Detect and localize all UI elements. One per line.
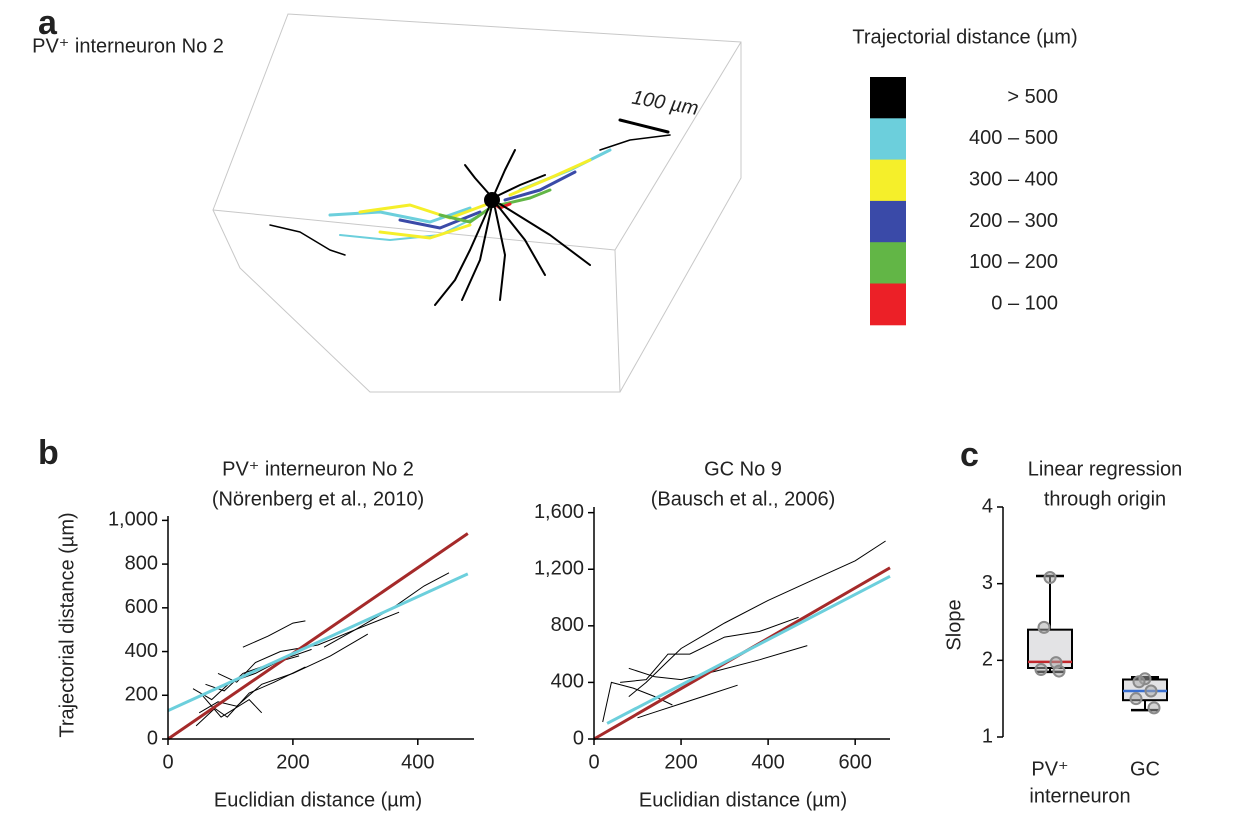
x-tick-label: 0	[162, 751, 173, 773]
regression-line	[167, 572, 469, 712]
legend-swatch	[870, 159, 906, 202]
y-tick-label: 0	[147, 727, 158, 749]
chart-title: (Bausch et al., 2006)	[651, 488, 836, 510]
y-tick-label: 400	[125, 640, 158, 662]
y-axis-label: Slope	[943, 599, 965, 650]
panel-label: b	[38, 434, 59, 472]
trace-line	[242, 620, 306, 648]
y-tick-label: 2	[982, 649, 993, 671]
y-tick-label: 800	[125, 552, 158, 574]
regression-line	[167, 532, 469, 741]
legend-swatch	[870, 77, 906, 119]
chart-title: PV⁺ interneuron No 2	[222, 458, 414, 480]
data-point	[1043, 571, 1057, 585]
data-point	[1144, 684, 1158, 698]
chart-title: Linear regression	[1028, 458, 1183, 480]
trace-line	[198, 633, 369, 714]
panel-label: c	[960, 436, 979, 474]
data-point	[1052, 664, 1066, 678]
x-tick-label: PV⁺	[1031, 758, 1068, 780]
trace-line	[201, 694, 263, 718]
data-point	[1037, 620, 1051, 634]
data-point	[1129, 692, 1143, 706]
y-tick-label: 1,600	[534, 501, 584, 523]
y-tick-label: 4	[982, 495, 993, 517]
y-tick-label: 400	[551, 671, 584, 693]
x-tick-label: 200	[276, 751, 309, 773]
x-tick-label: 600	[838, 751, 871, 773]
legend-swatch	[870, 200, 906, 243]
legend-label: 100 – 200	[969, 251, 1058, 273]
legend-label: > 500	[1007, 86, 1058, 108]
y-tick-label: 800	[551, 614, 584, 636]
x-tick-label: interneuron	[1029, 785, 1130, 807]
y-axis-label: Trajectorial distance (µm)	[56, 512, 78, 737]
trace-line	[620, 616, 799, 683]
chart-title: (Nörenberg et al., 2010)	[212, 488, 424, 510]
neuron-rendering	[212, 13, 742, 393]
data-point	[1132, 675, 1146, 689]
y-tick-label: 1,000	[108, 509, 158, 531]
legend-title: Trajectorial distance (µm)	[852, 26, 1077, 48]
y-tick-label: 200	[125, 684, 158, 706]
data-point	[1147, 701, 1161, 715]
trace-line	[217, 611, 400, 683]
y-tick-label: 1	[982, 725, 993, 747]
legend-label: 200 – 300	[969, 210, 1058, 232]
legend-swatch	[870, 118, 906, 161]
rendering-title: PV⁺ interneuron No 2	[32, 35, 224, 57]
trace-line	[628, 645, 808, 681]
legend-label: 400 – 500	[969, 127, 1058, 149]
x-axis-label: Euclidian distance (µm)	[214, 789, 422, 811]
x-axis-label: Euclidian distance (µm)	[639, 789, 847, 811]
x-tick-label: 200	[664, 751, 697, 773]
legend-label: 0 – 100	[991, 292, 1058, 314]
x-tick-label: 0	[588, 751, 599, 773]
x-tick-label: GC	[1130, 758, 1160, 780]
x-tick-label: 400	[751, 751, 784, 773]
chart-title: GC No 9	[704, 458, 782, 480]
y-tick-label: 1,200	[534, 558, 584, 580]
y-tick-label: 600	[125, 596, 158, 618]
trace-line	[195, 666, 306, 727]
scale-bar-label: 100 µm	[630, 87, 700, 120]
trace-line	[628, 540, 886, 697]
y-tick-label: 0	[573, 727, 584, 749]
chart-title: through origin	[1044, 488, 1166, 510]
trace-line	[637, 684, 738, 719]
panel-label: a	[38, 4, 58, 42]
legend-label: 300 – 400	[969, 169, 1058, 191]
legend-swatch	[870, 283, 906, 326]
x-tick-label: 400	[401, 751, 434, 773]
legend-swatch	[870, 242, 906, 284]
regression-line	[606, 574, 891, 725]
y-tick-label: 3	[982, 572, 993, 594]
trace-line	[602, 681, 673, 723]
data-point	[1034, 663, 1048, 677]
